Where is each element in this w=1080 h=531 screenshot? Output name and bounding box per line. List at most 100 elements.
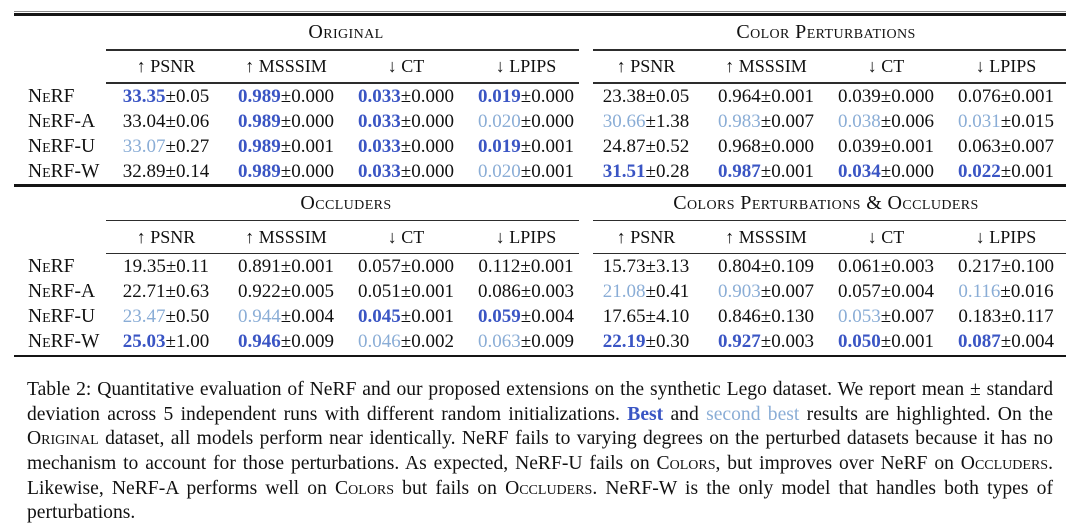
rule bbox=[106, 219, 579, 222]
metric-cell: 25.03±1.00 bbox=[106, 331, 226, 353]
metric-mean: 0.964 bbox=[718, 85, 761, 107]
group-header-row: Occluders Colors Perturbations & Occlude… bbox=[14, 187, 1066, 220]
metric-mean: 0.051 bbox=[358, 281, 401, 303]
metric-std: ±0.001 bbox=[280, 135, 334, 157]
metric-header-msssim: ↑ MSSSIM bbox=[725, 226, 807, 247]
metric-cell: 0.022±0.001 bbox=[946, 161, 1066, 183]
metric-cell: 24.87±0.52 bbox=[586, 136, 706, 158]
metric-header-ct: ↓ CT bbox=[387, 226, 425, 247]
metric-mean: 0.045 bbox=[358, 306, 401, 328]
metric-std: ±1.38 bbox=[645, 110, 690, 132]
caption-segment: dataset, all models perform near identic… bbox=[27, 428, 1053, 474]
group-header-row: Original Color Perturbations bbox=[14, 16, 1066, 49]
metric-cell: 0.076±0.001 bbox=[946, 86, 1066, 108]
metric-mean: 25.03 bbox=[122, 331, 166, 353]
metric-cell: 0.946±0.009 bbox=[226, 331, 346, 353]
metric-std: ±0.109 bbox=[760, 256, 814, 278]
metric-cell: 0.989±0.000 bbox=[226, 111, 346, 133]
metric-std: ±4.10 bbox=[645, 306, 690, 328]
metric-header-msssim: ↑ MSSSIM bbox=[245, 56, 327, 76]
metric-underline-row bbox=[14, 82, 1066, 84]
metric-header-lpips: ↓ LPIPS bbox=[975, 56, 1037, 76]
metric-mean: 24.87 bbox=[602, 135, 646, 157]
metric-mean: 0.046 bbox=[358, 331, 401, 353]
metric-std: ±0.11 bbox=[165, 256, 209, 278]
metric-cell: 0.086±0.003 bbox=[466, 281, 586, 303]
metric-mean: 0.053 bbox=[838, 306, 881, 328]
metric-std: ±0.000 bbox=[400, 160, 454, 182]
metric-mean: 0.020 bbox=[478, 160, 521, 182]
metric-header-ct: ↓ CT bbox=[867, 226, 905, 247]
metric-std: ±0.000 bbox=[400, 135, 454, 157]
metric-std: ±0.009 bbox=[280, 331, 334, 353]
metric-std: ±0.001 bbox=[400, 281, 454, 303]
metric-cell: 0.057±0.000 bbox=[346, 256, 466, 278]
metric-cell: 0.020±0.001 bbox=[466, 161, 586, 183]
caption-segment: and bbox=[663, 403, 707, 425]
metric-cell: 22.19±0.30 bbox=[586, 331, 706, 353]
metric-cell: 0.053±0.007 bbox=[826, 306, 946, 328]
metric-cell: 0.057±0.004 bbox=[826, 281, 946, 303]
metric-mean: 0.057 bbox=[838, 281, 881, 303]
metric-std: ±0.001 bbox=[760, 85, 814, 107]
model-name: NeRF-U bbox=[28, 135, 96, 157]
metric-mean: 0.927 bbox=[718, 331, 761, 353]
caption-best-label: Best bbox=[627, 403, 664, 425]
metric-std: ±0.30 bbox=[645, 331, 690, 353]
metric-std: ±0.000 bbox=[280, 85, 334, 107]
metric-header-row: ↑ PSNR ↑ MSSSIM ↓ CT ↓ LPIPS ↑ PSNR ↑ MS… bbox=[14, 51, 1066, 82]
metric-cell: 0.927±0.003 bbox=[706, 331, 826, 353]
metric-std: ±0.005 bbox=[280, 281, 334, 303]
model-name: NeRF-W bbox=[28, 331, 100, 353]
metric-mean: 0.903 bbox=[718, 281, 761, 303]
metric-header-psnr: ↑ PSNR bbox=[616, 56, 676, 76]
metric-mean: 0.989 bbox=[238, 85, 281, 107]
metric-std: ±0.52 bbox=[645, 135, 690, 157]
model-name: NeRF bbox=[28, 256, 75, 278]
metric-mean: 0.987 bbox=[718, 160, 761, 182]
metric-mean: 19.35 bbox=[123, 256, 166, 278]
metric-cell: 0.116±0.016 bbox=[946, 281, 1066, 303]
metric-mean: 33.04 bbox=[122, 110, 166, 132]
metric-mean: 0.217 bbox=[958, 256, 1001, 278]
metric-cell: 0.944±0.004 bbox=[226, 306, 346, 328]
metric-cell: 19.35±0.11 bbox=[106, 256, 226, 278]
metric-header-msssim: ↑ MSSSIM bbox=[725, 56, 807, 76]
caption-dataset-occluders: Occluders bbox=[505, 477, 593, 499]
caption-segment: , but improves over NeRF on bbox=[715, 452, 961, 474]
metric-mean: 32.89 bbox=[122, 160, 166, 182]
metric-std: ±0.001 bbox=[760, 160, 814, 182]
metric-std: ±0.002 bbox=[400, 331, 454, 353]
metric-std: ±0.000 bbox=[280, 110, 334, 132]
metric-std: ±0.001 bbox=[1000, 85, 1054, 107]
table-row-nerf-w: NeRF-W 25.03±1.00 0.946±0.009 0.046±0.00… bbox=[14, 330, 1066, 355]
metric-mean: 0.944 bbox=[238, 306, 281, 328]
metric-mean: 0.087 bbox=[958, 331, 1001, 353]
metric-cell: 0.903±0.007 bbox=[706, 281, 826, 303]
metric-std: ±0.001 bbox=[400, 306, 454, 328]
group-title-original: Original bbox=[308, 21, 384, 43]
metric-mean: 23.38 bbox=[602, 85, 646, 107]
group-title-colors-occluders: Colors Perturbations & Occluders bbox=[673, 191, 979, 214]
metric-mean: 0.989 bbox=[238, 160, 281, 182]
metric-std: ±0.41 bbox=[645, 281, 690, 303]
metric-cell: 15.73±3.13 bbox=[586, 256, 706, 278]
metric-std: ±0.004 bbox=[520, 306, 574, 328]
paper-page: Original Color Perturbations ↑ PSNR ↑ MS… bbox=[0, 11, 1080, 526]
caption-segment: Table 2: Quantitative evaluation of NeRF… bbox=[27, 379, 1053, 425]
metric-cell: 0.019±0.001 bbox=[466, 136, 586, 158]
table-row-nerf-u: NeRF-U 23.47±0.50 0.944±0.004 0.045±0.00… bbox=[14, 305, 1066, 330]
caption-segment: results are highlighted. On the bbox=[799, 403, 1053, 425]
metric-cell: 33.35±0.05 bbox=[106, 86, 226, 108]
metric-cell: 0.891±0.001 bbox=[226, 256, 346, 278]
rule bbox=[593, 82, 1066, 84]
metric-std: ±1.00 bbox=[165, 331, 210, 353]
table-top-rule bbox=[14, 11, 1066, 16]
model-name: NeRF-W bbox=[28, 160, 100, 182]
metric-cell: 31.51±0.28 bbox=[586, 161, 706, 183]
metric-mean: 0.989 bbox=[238, 110, 281, 132]
metric-cell: 0.968±0.000 bbox=[706, 136, 826, 158]
metric-mean: 17.65 bbox=[602, 306, 646, 328]
metric-std: ±0.001 bbox=[280, 256, 334, 278]
table-row-nerf-w: NeRF-W 32.89±0.14 0.989±0.000 0.033±0.00… bbox=[14, 159, 1066, 184]
